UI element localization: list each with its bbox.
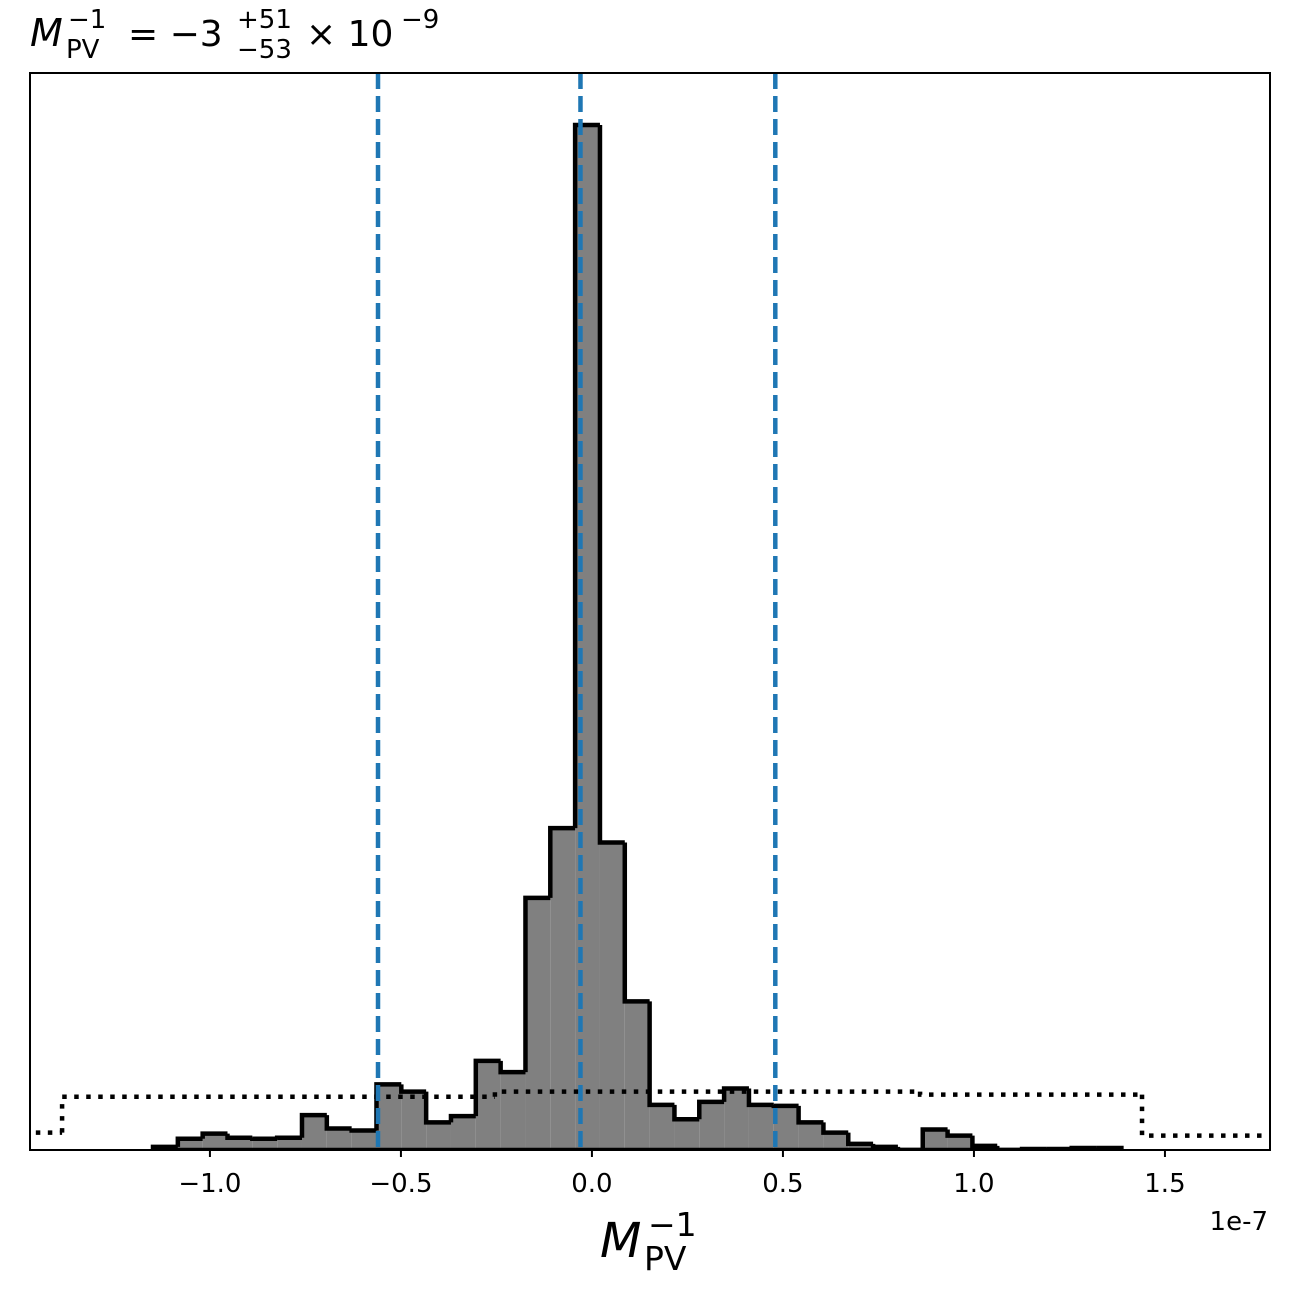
- histogram-edge: [572, 122, 600, 829]
- histogram-edge: [349, 1128, 377, 1133]
- title-superscript: −1: [68, 5, 106, 35]
- histogram-edge: [697, 1099, 725, 1120]
- histogram-bar: [177, 1138, 203, 1150]
- histogram-edge: [448, 1113, 476, 1123]
- histogram-edge: [175, 1136, 203, 1147]
- histogram-edge: [821, 1122, 849, 1135]
- histogram-edge: [746, 1088, 774, 1108]
- histogram-edge: [324, 1115, 352, 1131]
- x-tick-label: −0.5: [369, 1169, 432, 1199]
- histogram-bar: [823, 1132, 849, 1150]
- histogram-bar: [922, 1129, 948, 1150]
- histogram-bar: [252, 1138, 278, 1150]
- histogram-edge: [498, 1060, 526, 1075]
- histogram-edge: [523, 895, 551, 1073]
- histogram-edge: [423, 1091, 451, 1125]
- histogram-edge: [970, 1135, 998, 1149]
- histogram-edge: [920, 1127, 948, 1150]
- histogram-edge: [399, 1084, 427, 1094]
- histogram-bar: [550, 828, 576, 1150]
- x-tick-label: 0.5: [762, 1169, 803, 1199]
- histogram-edge: [200, 1131, 228, 1139]
- histogram-edge: [225, 1133, 253, 1140]
- x-tick-label: 1.5: [1144, 1169, 1185, 1199]
- x-tick-label: −1.0: [178, 1169, 241, 1199]
- plot-area: [30, 73, 1270, 1150]
- histogram-edge: [771, 1103, 799, 1109]
- histogram-bar: [773, 1105, 799, 1150]
- title-symbol: M: [30, 11, 63, 55]
- title-minus: −53: [237, 35, 292, 65]
- title-times: × 10: [306, 14, 393, 55]
- title-subscript: PV: [66, 35, 100, 65]
- histogram-edge: [672, 1104, 700, 1122]
- histogram-bar: [227, 1137, 253, 1150]
- histogram-edge: [846, 1132, 874, 1147]
- histogram-edge: [299, 1112, 327, 1138]
- histogram-bar: [326, 1128, 352, 1150]
- histogram-bar: [649, 1104, 675, 1150]
- x-tick-label: 1.0: [953, 1169, 994, 1199]
- title-plus: +51: [237, 5, 292, 35]
- histogram-bar: [500, 1072, 526, 1150]
- histogram-bar: [426, 1122, 451, 1150]
- histogram-bar: [599, 842, 625, 1150]
- axes-frame: [29, 72, 1271, 1151]
- histogram-bar: [202, 1133, 228, 1150]
- prior-step: [917, 1091, 1143, 1097]
- histogram-edge: [274, 1135, 302, 1140]
- histogram-edge: [622, 842, 650, 1004]
- histogram-bar: [848, 1143, 874, 1150]
- histogram-bar: [401, 1091, 427, 1150]
- histogram-edge: [473, 1058, 501, 1117]
- histogram-bar: [724, 1088, 749, 1150]
- prior-step: [59, 1094, 495, 1133]
- histogram-bar: [798, 1122, 824, 1150]
- prior-step: [492, 1089, 921, 1097]
- title-value: = −3: [128, 14, 223, 55]
- xlabel-subscript: PV: [644, 1239, 687, 1278]
- x-offset-label: 1e-7: [1210, 1207, 1268, 1237]
- histogram-edge: [994, 1145, 1023, 1150]
- histogram-edge: [721, 1086, 749, 1102]
- title-exponent: −9: [401, 5, 439, 35]
- histogram-bar: [525, 897, 551, 1150]
- x-axis: −1.0 −0.5 0.0 0.5 1.0 1.5: [178, 1150, 1186, 1199]
- histogram-edge: [250, 1136, 278, 1141]
- histogram-edge: [548, 825, 576, 898]
- histogram-bar: [674, 1119, 700, 1150]
- histogram-edge: [597, 124, 625, 845]
- histogram-bar: [475, 1060, 501, 1150]
- histogram-bar: [301, 1115, 327, 1150]
- histogram-edge: [945, 1129, 973, 1138]
- histogram-edge: [870, 1143, 898, 1150]
- histogram-bar: [277, 1137, 302, 1150]
- xlabel-superscript: −1: [648, 1205, 697, 1244]
- prior-step: [1139, 1094, 1270, 1138]
- xlabel-symbol: M: [600, 1213, 641, 1269]
- histogram-bar: [351, 1130, 377, 1150]
- histogram-bar: [699, 1101, 725, 1150]
- histogram-bar: [624, 1001, 650, 1150]
- histogram-bar: [450, 1116, 476, 1150]
- histogram-bar: [748, 1104, 774, 1150]
- histogram-bar: [947, 1135, 973, 1150]
- x-tick-label: 0.0: [571, 1169, 612, 1199]
- x-axis-label: M −1 PV: [600, 1205, 697, 1278]
- histogram-edge: [647, 1001, 675, 1108]
- histogram-edge: [796, 1105, 824, 1125]
- title: M −1 PV = −3 +51 −53 × 10 −9: [30, 5, 439, 65]
